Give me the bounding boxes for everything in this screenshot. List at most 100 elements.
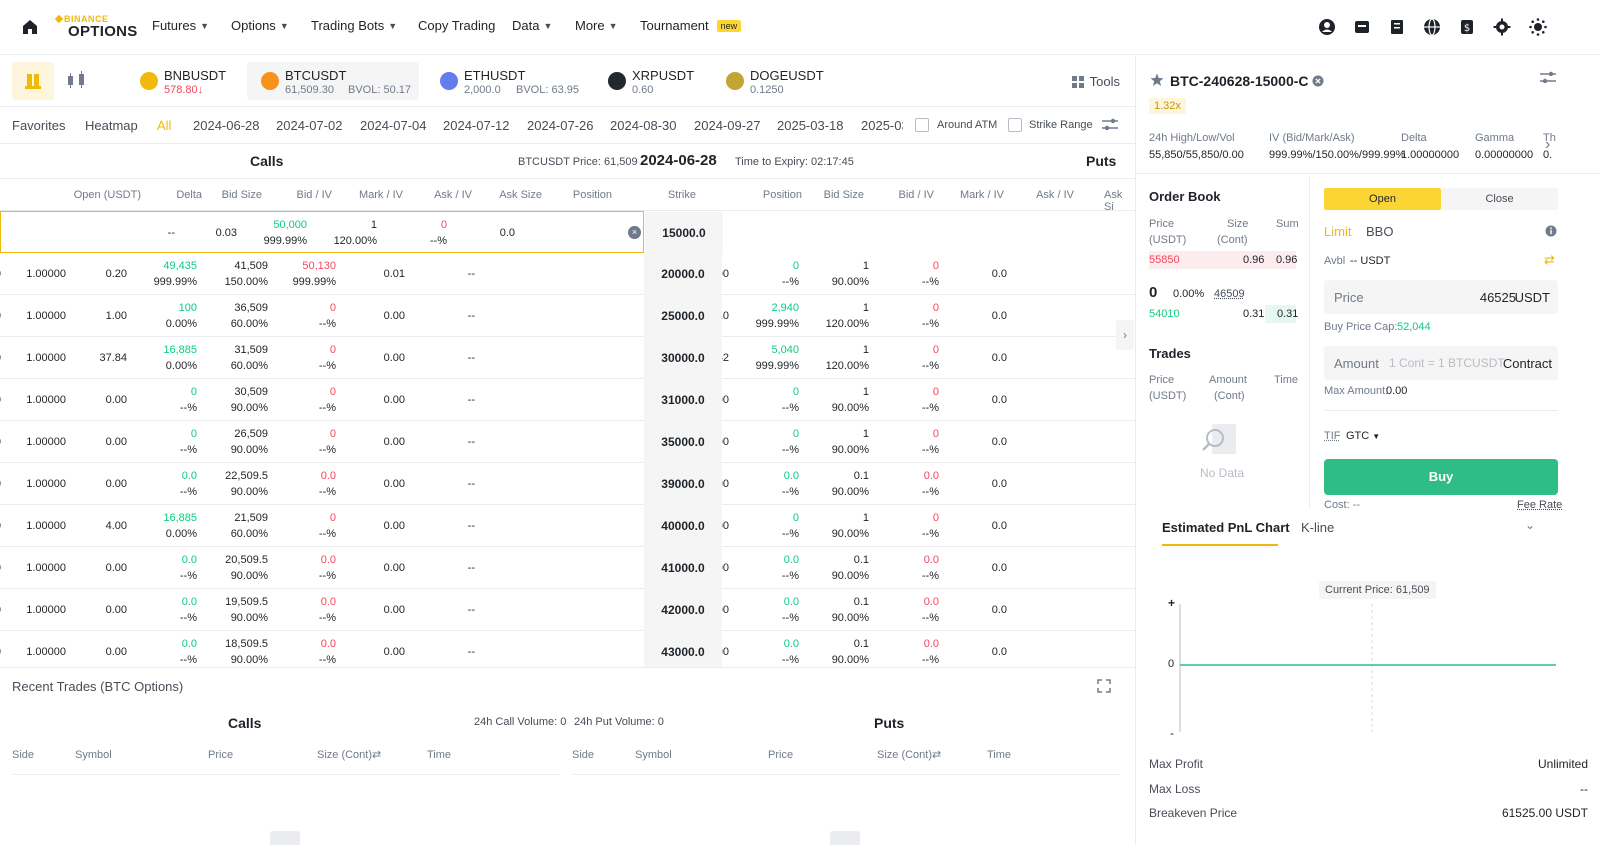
cell-ask[interactable]: 0 <box>329 344 336 356</box>
option-row[interactable]: 0.00 1.00000 0.00 0.0 --% 18,509.5 90.00% 0.0 --… <box>0 631 1135 667</box>
cell-bid[interactable]: 0.0 <box>181 596 197 608</box>
cell-pbid[interactable]: 0.0 <box>783 638 799 650</box>
cell-pbid[interactable]: 2,940 <box>771 302 799 314</box>
user-icon[interactable] <box>1318 18 1336 36</box>
tab-date[interactable]: 2024-07-26 <box>527 118 594 133</box>
tab-heatmap[interactable]: Heatmap <box>85 118 138 133</box>
cell-pask[interactable]: 0.0 <box>923 554 939 566</box>
cell-ask[interactable]: 50,130 <box>302 260 336 272</box>
home-icon[interactable] <box>20 17 40 37</box>
cell-ask[interactable]: 0.0 <box>320 596 336 608</box>
tab-favorites[interactable]: Favorites <box>12 118 66 133</box>
ticker-bnbusdt[interactable]: BNBUSDT 578.80↓ <box>126 62 236 100</box>
ticker-dogeusdt[interactable]: DOGEUSDT 0.1250 <box>712 62 832 100</box>
cell-pbid[interactable]: 0 <box>792 260 799 272</box>
cell-pask[interactable]: 0 <box>932 260 939 272</box>
ticker-btcusdt[interactable]: BTCUSDT 61,509.30 BVOL: 50.17 <box>247 62 419 100</box>
orders-icon[interactable] <box>1388 18 1406 36</box>
menu-futures[interactable]: Futures ▼ <box>152 18 209 33</box>
menu-data[interactable]: Data ▼ <box>512 18 552 33</box>
option-row[interactable]: 0.001.000000.3154,010999.99%46,509150.00… <box>0 211 723 254</box>
wallet-icon[interactable] <box>1353 18 1371 36</box>
ask-row[interactable]: 55850 0.96 0.96 <box>1149 251 1297 269</box>
settings-sliders-icon[interactable] <box>1102 118 1118 132</box>
around-atm-checkbox[interactable] <box>915 118 929 132</box>
tab-date[interactable]: 2024-07-02 <box>276 118 343 133</box>
cell-bid[interactable]: 16,885 <box>163 344 197 356</box>
tab-date[interactable]: 2024-07-04 <box>360 118 427 133</box>
tab-pnl-chart[interactable]: Estimated PnL Chart <box>1162 520 1290 535</box>
cell-pbid[interactable]: 0 <box>792 428 799 440</box>
scroll-right-button[interactable]: › <box>1116 320 1134 350</box>
cell-bid[interactable]: 0.0 <box>181 554 197 566</box>
option-row[interactable]: 0.001.000001.001000.00%36,50960.00%0--%0… <box>0 295 1135 337</box>
cell-bid[interactable]: 16,885 <box>163 512 197 524</box>
settings-sliders-icon[interactable] <box>1540 71 1556 85</box>
option-row[interactable]: 0.00 1.00000 0.00 0.0 --% 20,509.5 90.00% 0.0 --… <box>0 547 1135 589</box>
gear-icon[interactable] <box>1493 18 1511 36</box>
cell-bid[interactable]: 100 <box>178 302 197 314</box>
bid-row[interactable]: 54010 0.31 0.31 <box>1149 305 1298 323</box>
swap-icon[interactable]: ⇄ <box>932 749 942 761</box>
cell-pask[interactable]: 0 <box>932 302 939 314</box>
cell-bid[interactable]: 0.0 <box>181 638 197 650</box>
ticker-xrpusdt[interactable]: XRPUSDT 0.60 <box>594 62 704 100</box>
close-circle-icon[interactable]: × <box>628 226 641 239</box>
view-candles-button[interactable] <box>55 62 97 100</box>
globe-icon[interactable] <box>1423 18 1441 36</box>
strike-range-checkbox[interactable] <box>1008 118 1022 132</box>
contract-title[interactable]: BTC-240628-15000-C <box>1170 73 1309 89</box>
info-icon[interactable] <box>1545 225 1557 237</box>
cell-ask[interactable]: 0 <box>329 512 336 524</box>
menu-tournament[interactable]: Tournament new <box>640 18 742 33</box>
option-row[interactable]: 0.001.000000.000--%30,50990.00%0--%0.00-… <box>0 379 1135 421</box>
binance-options-logo[interactable]: BINANCE OPTIONS <box>54 14 138 40</box>
menu-trading-bots[interactable]: Trading Bots ▼ <box>311 18 397 33</box>
view-tshape-button[interactable] <box>12 62 54 100</box>
cell-pbid[interactable]: 0.0 <box>783 596 799 608</box>
cell-pbid[interactable]: 0.0 <box>783 554 799 566</box>
price-input[interactable]: Price 46525 USDT <box>1324 280 1558 314</box>
limit-tab[interactable]: Limit <box>1324 224 1352 239</box>
tab-date[interactable]: 2024-08-30 <box>610 118 677 133</box>
cell-pbid[interactable]: 5,040 <box>771 344 799 356</box>
menu-copy-trading[interactable]: Copy Trading <box>418 18 495 33</box>
option-row[interactable]: 0.00 1.00000 0.00 0.0 --% 19,509.5 90.00% 0.0 --… <box>0 589 1135 631</box>
cell-pask[interactable]: 0 <box>440 219 447 231</box>
mark-price[interactable]: 46509 <box>1214 288 1245 300</box>
cell-bid[interactable]: 49,435 <box>163 260 197 272</box>
tab-date[interactable]: 2024-07-12 <box>443 118 510 133</box>
star-icon[interactable] <box>1150 73 1164 87</box>
tab-date[interactable]: 2024-06-28 <box>193 118 260 133</box>
menu-more[interactable]: More ▼ <box>575 18 618 33</box>
expand-icon[interactable] <box>1097 679 1111 693</box>
bbo-tab[interactable]: BBO <box>1366 224 1394 239</box>
option-row[interactable]: 0.001.000000.000--%26,50990.00%0--%0.00-… <box>0 421 1135 463</box>
cell-pask[interactable]: 0 <box>932 428 939 440</box>
chevron-down-icon[interactable]: ⌄ <box>1525 518 1536 532</box>
fee-rate-link[interactable]: Fee Rate <box>1517 499 1563 511</box>
cell-ask[interactable]: 0.0 <box>320 554 336 566</box>
currency-icon[interactable]: $ <box>1458 18 1476 36</box>
tab-all[interactable]: All <box>157 118 172 133</box>
cell-pbid[interactable]: 0 <box>792 512 799 524</box>
buy-button[interactable]: Buy <box>1324 459 1558 495</box>
option-row[interactable]: 0.00 1.00000 0.00 0.0 --% 22,509.5 90.00% 0.0 --… <box>0 463 1135 505</box>
cell-pask[interactable]: 0.0 <box>923 638 939 650</box>
amount-input[interactable]: Amount 1 Cont = 1 BTCUSDT Contract <box>1324 346 1558 380</box>
close-circle-icon[interactable] <box>1312 75 1324 87</box>
cell-pask[interactable]: 0.0 <box>923 470 939 482</box>
open-tab[interactable]: Open <box>1324 188 1441 210</box>
swap-icon[interactable]: ⇄ <box>372 749 382 761</box>
menu-options[interactable]: Options ▼ <box>231 18 289 33</box>
option-row[interactable]: 0.001.000000.2049,435999.99%41,509150.00… <box>0 253 1135 295</box>
cell-ask[interactable]: 0 <box>329 428 336 440</box>
cell-ask[interactable]: 0.0 <box>320 470 336 482</box>
option-row[interactable]: 0.001.0000037.8416,8850.00%31,50960.00%0… <box>0 337 1135 379</box>
option-row[interactable]: 0.001.000004.0016,8850.00%21,50960.00%0-… <box>0 505 1135 547</box>
cell-ask[interactable]: 0.0 <box>320 638 336 650</box>
tab-kline[interactable]: K-line <box>1301 520 1335 535</box>
cell-pask[interactable]: 0 <box>932 386 939 398</box>
cell-pask[interactable]: 0 <box>932 512 939 524</box>
cell-ask[interactable]: 0 <box>329 302 336 314</box>
